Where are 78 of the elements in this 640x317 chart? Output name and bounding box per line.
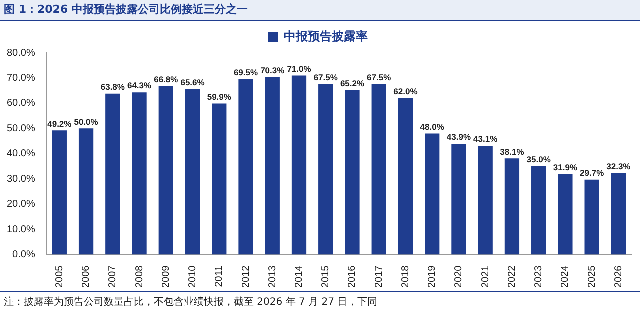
x-tick-label: 2008 <box>134 265 146 288</box>
bar <box>78 128 94 255</box>
x-tick-label: 2010 <box>188 265 199 288</box>
x-tick-label: 2013 <box>267 265 278 288</box>
bar <box>212 104 227 255</box>
text: 43.9% <box>446 132 472 142</box>
y-tick-label: 0.0% <box>12 250 36 261</box>
bar <box>425 134 440 255</box>
bar <box>584 180 600 255</box>
x-tick-label: 2026 <box>613 265 624 288</box>
text: 31.9% <box>553 162 578 172</box>
text: 注：披露率为预告公司数量占比，不包含业绩快报，截至 2026 年 7 月 27 日，下同 <box>0 291 640 312</box>
x-tick-label: 2017 <box>374 265 385 288</box>
text: 38.1% <box>500 146 524 157</box>
x-tick-label: 2020 <box>454 265 465 288</box>
bar <box>265 77 280 255</box>
x-tick-label: 2019 <box>427 265 438 288</box>
bar <box>478 146 493 255</box>
text: 59.9% <box>207 92 232 102</box>
bar <box>532 166 546 255</box>
text: 32.3% <box>606 161 631 172</box>
bar <box>158 86 174 255</box>
x-tick-label: 2014 <box>294 265 305 288</box>
bar <box>106 94 120 255</box>
y-tick-label: 20.0% <box>6 199 36 210</box>
x-tick-label: 2009 <box>160 265 172 288</box>
bar <box>504 158 520 255</box>
x-tick-label: 2011 <box>214 265 226 288</box>
bar <box>611 173 626 255</box>
x-tick-label: 2006 <box>81 265 92 288</box>
x-tick-label: 2025 <box>586 265 598 288</box>
x-tick-label: 2007 <box>108 265 119 288</box>
y-tick-label: 50.0% <box>6 123 36 134</box>
y-tick-label: 70.0% <box>6 72 36 84</box>
y-tick-label: 40.0% <box>6 148 36 160</box>
chart-title: 图 1：2026 中报预告披露公司比例接近三分之一 <box>0 0 640 21</box>
text: 65.6% <box>180 77 205 88</box>
x-tick-label: 2005 <box>54 265 66 288</box>
bar <box>132 92 147 255</box>
legend-label: 中报预告披露率 <box>284 29 368 44</box>
bar <box>185 89 200 255</box>
x-tick-label: 2018 <box>400 265 412 288</box>
bar <box>452 144 466 255</box>
text: 50.0% <box>74 116 98 127</box>
bar <box>238 79 254 255</box>
x-tick-label: 2022 <box>506 265 518 288</box>
text: 48.0% <box>420 122 444 132</box>
text: 49.2% <box>48 118 72 129</box>
bar <box>558 174 573 255</box>
y-tick-label: 30.0% <box>6 174 36 185</box>
x-tick-label: 2021 <box>480 265 492 288</box>
text: 69.5% <box>234 68 258 78</box>
x-tick-label: 2024 <box>560 265 572 288</box>
text: 71.0% <box>287 64 312 74</box>
text: 35.0% <box>526 154 551 165</box>
text: 70.3% <box>260 66 285 76</box>
bar <box>398 98 414 255</box>
text: 62.0% <box>394 86 418 96</box>
text: 43.1% <box>474 134 498 144</box>
x-tick-label: 2012 <box>240 265 252 288</box>
text: 63.8% <box>100 82 125 92</box>
bar <box>345 90 360 255</box>
x-tick-label: 2023 <box>534 265 545 288</box>
x-tick-label: 2015 <box>320 265 332 288</box>
text: 64.3% <box>127 80 152 91</box>
y-tick-label: 80.0% <box>6 48 36 59</box>
text: 67.5% <box>314 72 338 83</box>
x-tick-label: 2016 <box>347 265 358 288</box>
bar <box>318 84 334 255</box>
bar <box>372 84 386 255</box>
y-tick-label: 10.0% <box>6 224 36 236</box>
text: 29.7% <box>580 168 604 178</box>
text: 67.5% <box>367 72 392 83</box>
y-tick-label: 60.0% <box>6 98 36 110</box>
text: 66.8% <box>154 74 178 84</box>
text: 65.2% <box>340 78 365 88</box>
bar <box>292 76 307 255</box>
bar <box>52 130 67 255</box>
